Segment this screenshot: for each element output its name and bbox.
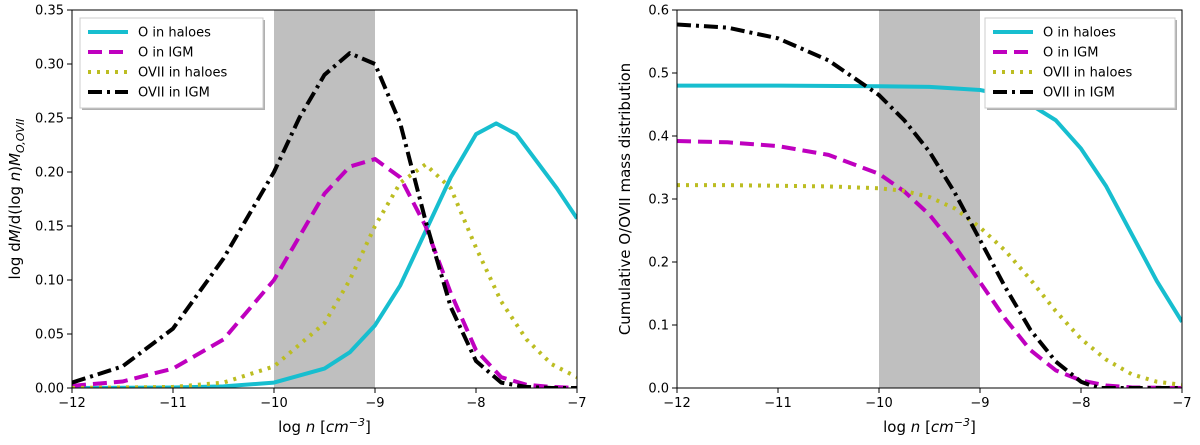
legend: O in haloes O in IGM OVII in haloes OVII in… bbox=[984, 17, 1177, 110]
y-tick-label: 0.3 bbox=[648, 193, 669, 208]
x-tick-label: −7 bbox=[567, 396, 586, 411]
legend-label: OVII in haloes bbox=[138, 66, 227, 81]
x-tick-label: −7 bbox=[1172, 396, 1191, 411]
y-tick-label: 0.10 bbox=[35, 274, 64, 289]
x-tick-label: −11 bbox=[764, 396, 791, 411]
y-tick-label: 0.6 bbox=[648, 4, 669, 19]
plot-frame bbox=[71, 9, 578, 389]
y-tick-label: 0.05 bbox=[35, 328, 64, 343]
x-tick-label: −10 bbox=[260, 396, 287, 411]
chart-panel-1: −12 −11 −10 −9 −8 −7 0.00 0.05 0.10 0.15 0.20 0.25 0… bbox=[6, 4, 587, 437]
x-axis-label: log n [cm−3] bbox=[278, 416, 371, 436]
y-tick-label: 0.20 bbox=[35, 166, 64, 181]
chart-panel-2: −12 −11 −10 −9 −8 −7 0.0 0.1 0.2 0.3 0.4 0.5 0.6 log … bbox=[616, 4, 1192, 437]
legend-label: OVII in haloes bbox=[1043, 66, 1132, 81]
legend-label: O in haloes bbox=[1043, 26, 1116, 41]
x-tick-label: −8 bbox=[466, 396, 485, 411]
legend-label: O in IGM bbox=[1043, 46, 1098, 61]
series-line-ovii-in-igm bbox=[677, 22, 1182, 388]
y-tick-label: 0.30 bbox=[35, 58, 64, 73]
x-tick-label: −9 bbox=[970, 396, 989, 411]
y-tick-label: 0.1 bbox=[648, 319, 669, 334]
x-tick-label: −10 bbox=[865, 396, 892, 411]
series-line-o-in-igm bbox=[677, 139, 1182, 388]
series-line-o-in-haloes bbox=[72, 121, 577, 388]
legend-label: O in IGM bbox=[138, 46, 193, 61]
y-tick-label: 0.15 bbox=[35, 220, 64, 235]
legend-label: OVII in IGM bbox=[1043, 86, 1115, 101]
shaded-density-band bbox=[274, 10, 375, 388]
x-axis-label: log n [cm−3] bbox=[883, 416, 976, 436]
y-tick-label: 0.00 bbox=[35, 382, 64, 397]
y-tick-label: 0.25 bbox=[35, 112, 64, 127]
x-tick-label: −12 bbox=[663, 396, 690, 411]
series-line-ovii-in-haloes bbox=[677, 183, 1182, 387]
y-tick-label: 0.35 bbox=[35, 4, 64, 19]
legend-label: O in haloes bbox=[138, 26, 211, 41]
series-line-ovii-in-igm bbox=[72, 51, 577, 388]
series-line-o-in-igm bbox=[72, 157, 577, 388]
x-tick-label: −8 bbox=[1071, 396, 1090, 411]
legend-label: OVII in IGM bbox=[138, 86, 210, 101]
y-tick-label: 0.2 bbox=[648, 256, 669, 271]
x-tick-label: −11 bbox=[159, 396, 186, 411]
x-tick-label: −9 bbox=[365, 396, 384, 411]
x-tick-label: −12 bbox=[58, 396, 85, 411]
y-axis-label: log dM/d(log n)MO,OVII bbox=[6, 119, 27, 280]
y-tick-label: 0.0 bbox=[648, 382, 669, 397]
legend: O in haloes O in IGM OVII in haloes OVII in… bbox=[79, 17, 265, 110]
y-tick-label: 0.4 bbox=[648, 130, 669, 145]
y-tick-label: 0.5 bbox=[648, 67, 669, 82]
y-axis-label: Cumulative O/OVII mass distribution bbox=[616, 63, 634, 335]
